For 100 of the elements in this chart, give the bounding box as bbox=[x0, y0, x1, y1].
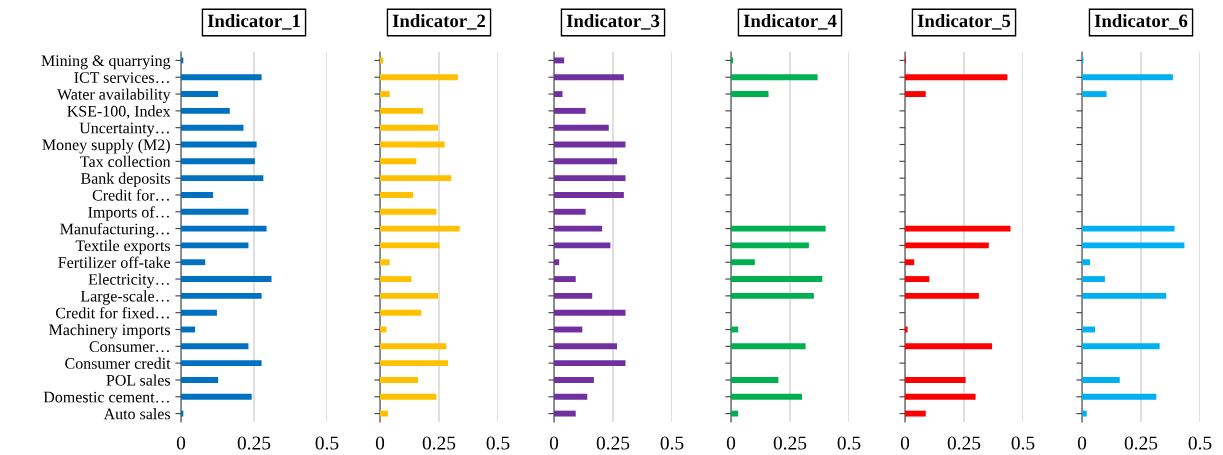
y-tick-label: Tax collection bbox=[80, 155, 171, 168]
x-tick-label: 0.5 bbox=[1011, 436, 1035, 450]
x-tick-label: 0 bbox=[900, 436, 910, 450]
bar bbox=[554, 175, 626, 182]
bar bbox=[380, 158, 417, 165]
bar bbox=[181, 377, 219, 383]
bar bbox=[380, 309, 422, 316]
bar bbox=[380, 242, 440, 249]
bar bbox=[731, 74, 818, 81]
x-tick-label: 0 bbox=[375, 436, 385, 450]
y-tick-label: Auto sales bbox=[103, 408, 170, 420]
bar bbox=[554, 343, 618, 350]
y-tick-label: Mining & quarrying bbox=[41, 55, 171, 70]
x-tick-label: 0.25 bbox=[596, 436, 630, 450]
x-tick-label: 0.5 bbox=[660, 436, 684, 450]
bar bbox=[554, 292, 593, 299]
y-tick-label: Consumer credit bbox=[65, 357, 171, 369]
x-tick-label: 0.5 bbox=[486, 436, 510, 450]
bar bbox=[380, 259, 390, 266]
bar bbox=[181, 124, 244, 131]
bar bbox=[380, 343, 447, 350]
bar bbox=[1082, 242, 1185, 249]
y-tick-label: POL sales bbox=[106, 374, 170, 386]
x-tick-label: 0.25 bbox=[947, 436, 981, 450]
bar bbox=[731, 242, 809, 249]
y-tick-label: Textile exports bbox=[75, 239, 170, 255]
chart-title: Indicator_2 bbox=[392, 13, 486, 30]
bar bbox=[905, 74, 1008, 81]
x-tick-label: 0.25 bbox=[422, 436, 456, 450]
y-tick-label: Domestic cement… bbox=[43, 391, 169, 403]
bar bbox=[380, 124, 439, 131]
bar bbox=[380, 107, 423, 114]
bar bbox=[380, 393, 437, 400]
bar bbox=[181, 225, 267, 232]
bar bbox=[181, 276, 272, 282]
bar bbox=[181, 393, 252, 400]
bar bbox=[554, 377, 594, 383]
x-tick-label: 0 bbox=[176, 436, 186, 450]
bar bbox=[554, 208, 586, 215]
bar bbox=[181, 343, 249, 350]
chart-title: Indicator_3 bbox=[566, 13, 660, 30]
x-tick-label: 0.25 bbox=[237, 436, 271, 450]
bar bbox=[905, 326, 908, 333]
x-tick-label: 0.25 bbox=[1124, 436, 1158, 450]
bar bbox=[905, 259, 915, 266]
bar bbox=[1082, 343, 1160, 350]
bar bbox=[554, 91, 563, 97]
x-tick-label: 0.5 bbox=[837, 436, 861, 450]
bar bbox=[181, 259, 206, 266]
bar bbox=[905, 292, 979, 299]
bar bbox=[380, 276, 412, 282]
x-tick-label: 0 bbox=[1077, 436, 1087, 450]
bar bbox=[554, 192, 624, 198]
bar bbox=[1082, 410, 1087, 417]
bar bbox=[554, 276, 576, 282]
bar bbox=[380, 57, 384, 64]
x-tick-label: 0.25 bbox=[773, 436, 807, 450]
bar bbox=[905, 377, 966, 383]
bar bbox=[1082, 91, 1107, 97]
y-tick-label: Bank deposits bbox=[80, 172, 170, 188]
bar bbox=[731, 393, 803, 400]
bar bbox=[731, 57, 734, 64]
bar bbox=[554, 242, 611, 249]
bar bbox=[1082, 276, 1105, 282]
chart-title: Indicator_5 bbox=[917, 13, 1011, 30]
bar bbox=[554, 410, 576, 417]
y-tick-label: KSE-100, Index bbox=[67, 105, 171, 119]
chart-title: Indicator_4 bbox=[743, 13, 837, 30]
x-tick-label: 0.5 bbox=[1188, 436, 1212, 450]
bar bbox=[181, 242, 249, 249]
y-tick-label: Imports of… bbox=[88, 206, 169, 221]
bar bbox=[1082, 259, 1091, 266]
y-tick-label: Fertilizer off-take bbox=[58, 256, 171, 268]
bar bbox=[181, 74, 262, 81]
y-tick-label: Water availability bbox=[57, 88, 171, 104]
bar bbox=[380, 360, 448, 367]
bar bbox=[181, 292, 262, 299]
bar bbox=[905, 242, 989, 249]
bar bbox=[1082, 292, 1167, 299]
x-tick-label: 0 bbox=[549, 436, 559, 450]
y-tick-label: Money supply (M2) bbox=[42, 138, 170, 154]
chart-title: Indicator_1 bbox=[207, 13, 300, 30]
y-tick-label: Manufacturing… bbox=[60, 222, 169, 238]
y-tick-label: Machinery imports bbox=[49, 323, 170, 339]
bar bbox=[731, 343, 806, 350]
bar bbox=[731, 276, 823, 282]
bar bbox=[731, 377, 779, 383]
y-tick-label: Credit for fixed… bbox=[55, 306, 169, 319]
bar bbox=[554, 393, 588, 400]
bar bbox=[731, 410, 739, 417]
bar bbox=[1082, 74, 1173, 81]
bar bbox=[554, 57, 565, 64]
chart-title: Indicator_6 bbox=[1094, 13, 1188, 30]
bar bbox=[1082, 393, 1157, 400]
bar bbox=[554, 225, 603, 232]
bar bbox=[380, 91, 390, 97]
bar bbox=[905, 225, 1011, 232]
y-tick-label: ICT services… bbox=[74, 72, 169, 83]
x-tick-label: 0 bbox=[726, 436, 736, 450]
bar bbox=[1082, 225, 1175, 232]
